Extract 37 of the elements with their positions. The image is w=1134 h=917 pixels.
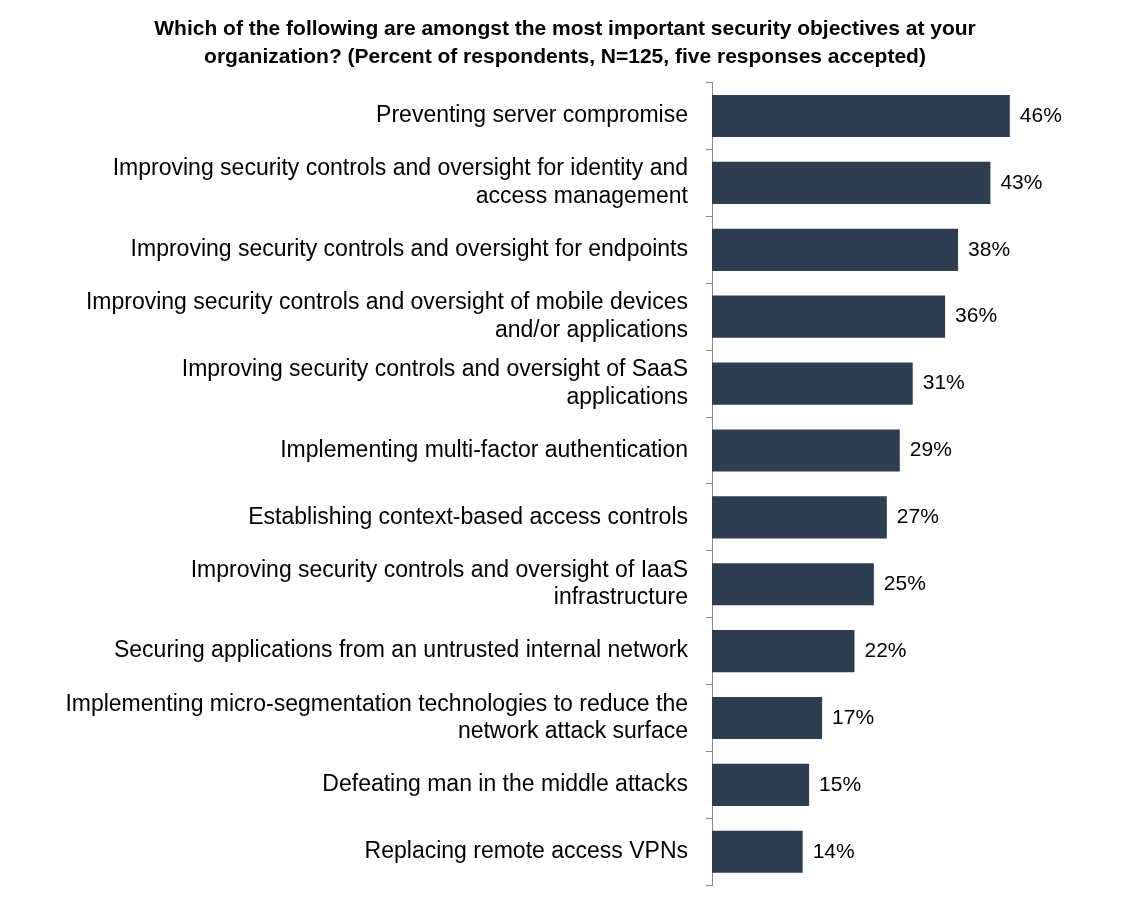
y-tick-label: Preventing server compromise xyxy=(376,101,688,128)
y-tick-label: Defeating man in the middle attacks xyxy=(322,770,688,797)
data-label: 36% xyxy=(955,303,998,327)
y-tick-label: Establishing context-based access controls xyxy=(248,502,688,529)
chart-title: Which of the following are amongst the most important security objectives at your organization? (Percent of respondents, N=125, five responses accepted) xyxy=(154,16,976,67)
data-label: 22% xyxy=(864,637,907,661)
y-tick-label: Implementing multi-factor authentication xyxy=(280,435,688,462)
bar xyxy=(712,830,803,873)
data-label: 46% xyxy=(1019,102,1062,126)
y-tick-label: Improving security controls and oversight of SaaS applications xyxy=(181,355,688,409)
data-label: 15% xyxy=(819,771,862,795)
bar xyxy=(712,94,1010,138)
bar xyxy=(712,362,913,405)
data-label: 31% xyxy=(922,370,965,394)
bar xyxy=(712,161,991,204)
bar xyxy=(712,630,855,673)
data-label: 27% xyxy=(896,504,939,528)
data-label: 17% xyxy=(832,704,875,728)
bar xyxy=(712,563,874,606)
bar xyxy=(712,228,959,271)
bar xyxy=(712,696,823,740)
bar xyxy=(712,429,900,472)
y-tick-label: Securing applications from an untrusted internal network xyxy=(113,636,689,663)
y-tick-label: Implementing micro-segmentation technologies to reduce the network attack surface xyxy=(65,689,688,744)
y-tick-label: Replacing remote access VPNs xyxy=(364,837,688,864)
data-label: 29% xyxy=(909,437,952,461)
data-label: 38% xyxy=(968,236,1011,260)
bar xyxy=(712,496,887,539)
data-label: 14% xyxy=(812,838,855,862)
y-tick-label: Improving security controls and oversight for identity and access management xyxy=(112,154,689,209)
bar xyxy=(712,763,810,806)
y-tick-label: Improving security controls and oversight of mobile devices and/or applications xyxy=(85,288,688,342)
data-label: 25% xyxy=(883,571,926,595)
bar xyxy=(712,295,946,338)
y-tick-label: Improving security controls and oversight for endpoints xyxy=(130,235,688,262)
y-tick-label: Improving security controls and oversight of IaaS infrastructure xyxy=(190,555,688,610)
data-label: 43% xyxy=(1000,169,1043,193)
